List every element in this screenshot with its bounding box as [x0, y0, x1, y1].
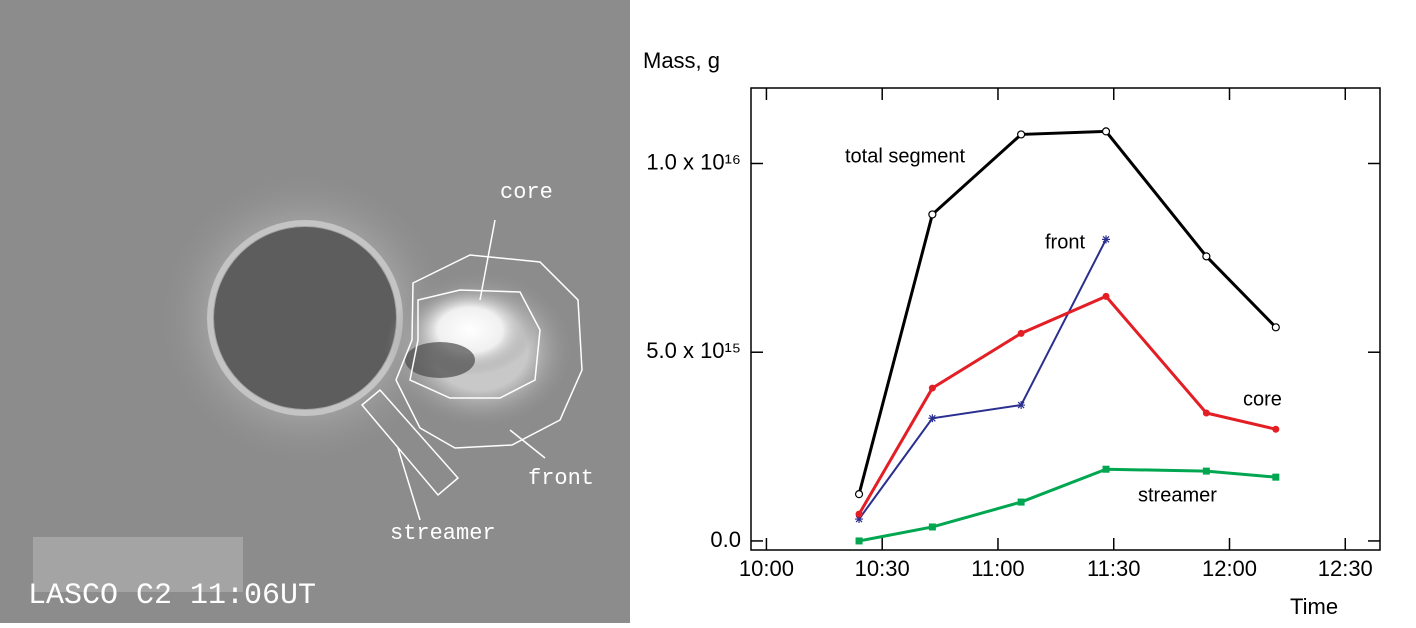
point — [1272, 473, 1280, 481]
point — [1271, 323, 1280, 332]
point — [1017, 401, 1026, 410]
point — [855, 515, 864, 524]
series-label: front — [1045, 231, 1085, 253]
front-pointer — [509, 429, 546, 459]
point — [1101, 127, 1111, 136]
x-tick-label: 12:30 — [1318, 556, 1373, 581]
series-label: streamer — [1138, 484, 1217, 506]
dark-feature — [405, 342, 475, 378]
series-line — [857, 129, 1277, 495]
series-line — [858, 467, 1276, 543]
series-line — [857, 294, 1277, 515]
series-label: core — [1243, 388, 1282, 410]
streamer-pointer — [397, 447, 421, 521]
point — [1272, 425, 1280, 433]
point — [1202, 409, 1210, 417]
coronagraph-image: core front streamer LASCO C2 11:06UT — [0, 0, 630, 623]
point — [928, 523, 936, 531]
y-axis-label: Mass, g — [643, 48, 720, 73]
y-tick-label: 5.0 x 10¹⁵ — [646, 338, 741, 363]
point — [855, 537, 863, 545]
point — [1202, 467, 1210, 475]
x-tick-label: 12:00 — [1202, 556, 1257, 581]
series-line — [858, 238, 1107, 520]
x-tick-label: 10:00 — [739, 556, 794, 581]
image-caption: LASCO C2 11:06UT — [28, 579, 316, 613]
occulter-disk — [214, 227, 396, 409]
core-contour — [409, 289, 541, 399]
core-pointer — [479, 219, 496, 301]
front-contour — [395, 254, 583, 449]
point — [928, 384, 936, 392]
core-label: core — [500, 180, 553, 205]
y-tick-label: 1.0 x 10¹⁶ — [646, 149, 741, 174]
point — [855, 510, 863, 518]
point — [1017, 329, 1025, 337]
mass-chart: Mass, g Time 0.0 5.0 x 10¹⁵ 1.0 x 10¹⁶ 10:0… — [643, 48, 1381, 619]
point — [854, 490, 864, 499]
x-tick-label: 10:30 — [855, 556, 910, 581]
x-tick-label: 11:30 — [1087, 556, 1140, 581]
front-label: front — [528, 466, 594, 491]
point — [1102, 292, 1110, 300]
point — [928, 210, 937, 219]
point — [1017, 130, 1026, 139]
streamer-contour — [360, 388, 460, 497]
streamer-label: streamer — [390, 521, 496, 546]
point — [928, 414, 937, 423]
series-label: total segment — [845, 145, 966, 167]
x-tick-label: 11:00 — [971, 556, 1024, 581]
point — [1102, 465, 1110, 473]
point — [1102, 235, 1111, 244]
point — [1202, 252, 1211, 261]
point — [1017, 498, 1025, 506]
x-axis-label: Time — [1290, 594, 1338, 619]
plot-frame — [750, 87, 1381, 551]
y-tick-label: 0.0 — [710, 527, 741, 552]
caption-box — [33, 537, 243, 592]
